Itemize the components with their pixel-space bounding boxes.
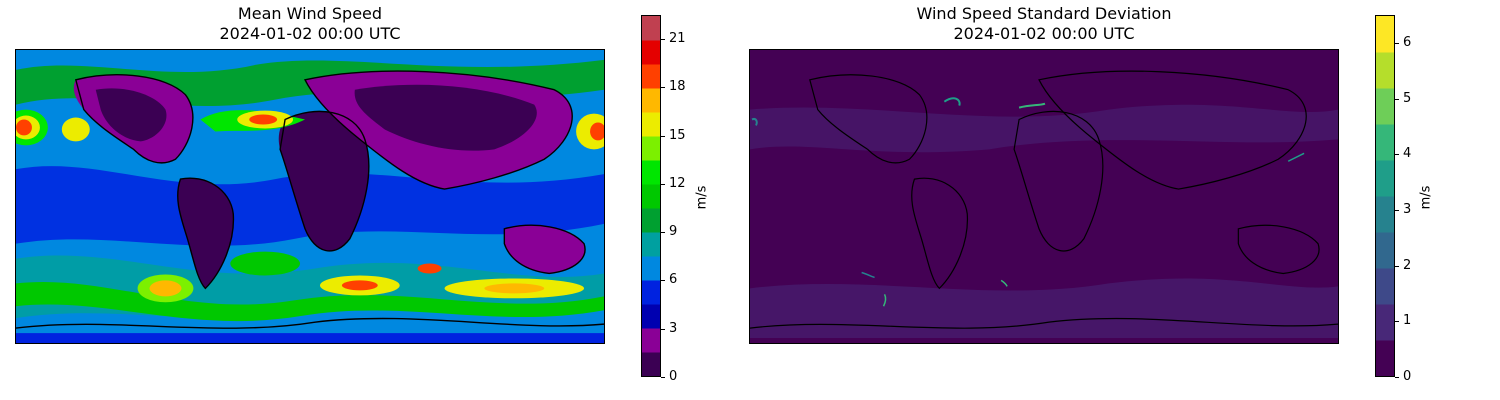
colorbar-segment (1376, 232, 1394, 269)
right-map-title-main: Wind Speed Standard Deviation (916, 4, 1172, 23)
colorbar-tick-mark (1395, 266, 1399, 267)
colorbar-tick-mark (1395, 43, 1399, 44)
colorbar-segment (642, 112, 660, 137)
colorbar-segment (642, 64, 660, 89)
colorbar-tick-label: 4 (1403, 146, 1412, 161)
colorbar-tick-label: 2 (1403, 258, 1412, 273)
colorbar-tick-mark (661, 329, 665, 330)
colorbar-tick-label: 5 (1403, 91, 1412, 106)
colorbar-tick-label: 3 (669, 321, 678, 336)
wind-speed-std-colorbar (1375, 15, 1395, 377)
colorbar-segment (1376, 160, 1394, 197)
colorbar-segment (642, 328, 660, 353)
colorbar-segment (1376, 52, 1394, 89)
colorbar-tick-mark (661, 184, 665, 185)
wind-speed-std-colorbar-label: m/s (1418, 185, 1434, 210)
colorbar-tick-mark (661, 87, 665, 88)
colorbar-segment (642, 136, 660, 161)
colorbar-tick-label: 6 (669, 272, 678, 287)
colorbar-tick-label: 21 (669, 31, 686, 46)
colorbar-tick-label: 9 (669, 224, 678, 239)
colorbar-gradient (642, 16, 660, 376)
colorbar-tick-label: 18 (669, 79, 686, 94)
colorbar-tick-mark (661, 232, 665, 233)
wind-speed-std-field (750, 50, 1338, 343)
colorbar-tick-mark (1395, 154, 1399, 155)
colorbar-tick-label: 1 (1403, 313, 1412, 328)
colorbar-segment (642, 40, 660, 65)
right-map-title-date: 2024-01-02 00:00 UTC (953, 24, 1135, 43)
mean-wind-speed-colorbar-label: m/s (694, 185, 710, 210)
colorbar-tick-label: 0 (1403, 369, 1412, 384)
left-map-title-main: Mean Wind Speed (237, 4, 383, 23)
colorbar-segment (642, 232, 660, 257)
colorbar-segment (1376, 268, 1394, 305)
colorbar-tick-label: 0 (669, 369, 678, 384)
right-map-title: Wind Speed Standard Deviation 2024-01-02… (749, 4, 1339, 44)
wind-speed-std-map (749, 49, 1339, 344)
colorbar-segment (1376, 304, 1394, 341)
colorbar-segment (1376, 88, 1394, 125)
colorbar-segment (642, 280, 660, 305)
colorbar-tick-label: 15 (669, 128, 686, 143)
colorbar-segment (642, 88, 660, 113)
colorbar-tick-mark (1395, 210, 1399, 211)
colorbar-tick-label: 3 (1403, 202, 1412, 217)
colorbar-tick-label: 12 (669, 176, 686, 191)
mean-wind-speed-colorbar (641, 15, 661, 377)
colorbar-tick-mark (1395, 99, 1399, 100)
left-map-title-date: 2024-01-02 00:00 UTC (219, 24, 401, 43)
colorbar-segment (1376, 340, 1394, 376)
colorbar-segment (642, 256, 660, 281)
colorbar-segment (642, 352, 660, 376)
colorbar-segment (642, 184, 660, 209)
colorbar-tick-label: 6 (1403, 35, 1412, 50)
colorbar-segment (642, 304, 660, 329)
colorbar-tick-mark (1395, 321, 1399, 322)
colorbar-segment (642, 160, 660, 185)
colorbar-segment (642, 16, 660, 41)
left-map-title: Mean Wind Speed 2024-01-02 00:00 UTC (15, 4, 605, 44)
colorbar-segment (1376, 196, 1394, 233)
colorbar-segment (1376, 16, 1394, 53)
colorbar-segment (1376, 124, 1394, 161)
mean-wind-speed-field (16, 50, 604, 343)
colorbar-segment (642, 208, 660, 233)
mean-wind-speed-map (15, 49, 605, 344)
colorbar-tick-mark (661, 377, 665, 378)
colorbar-tick-mark (661, 280, 665, 281)
colorbar-gradient (1376, 16, 1394, 376)
colorbar-tick-mark (661, 39, 665, 40)
colorbar-tick-mark (1395, 377, 1399, 378)
colorbar-tick-mark (661, 136, 665, 137)
